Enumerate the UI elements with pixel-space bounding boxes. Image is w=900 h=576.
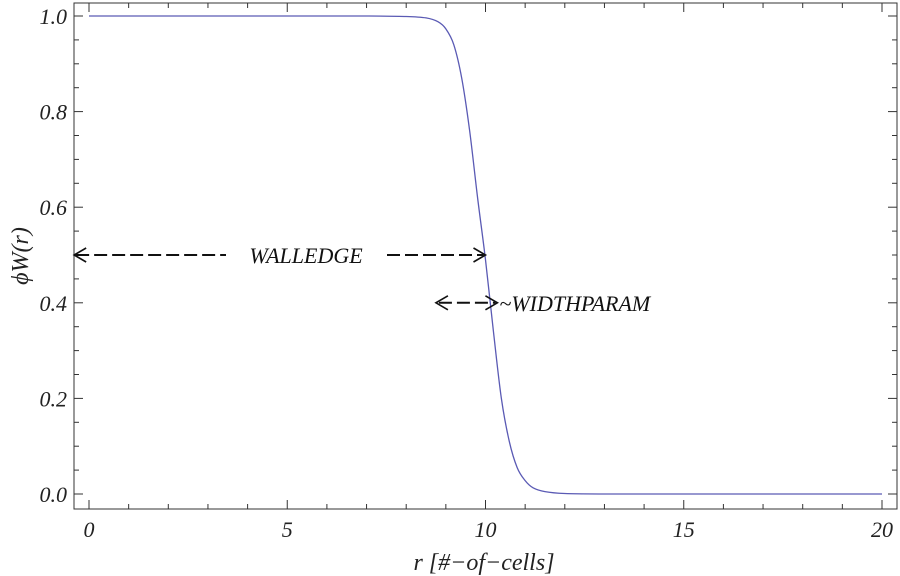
- series-line: [88, 15, 882, 495]
- x-tick-label: 5: [282, 517, 293, 542]
- tick-labels: 0 5 10 15 20 0.0 0.2 0.4 0.6 0.8 1.0: [40, 4, 894, 542]
- y-tick-label: 0.8: [40, 100, 68, 125]
- x-tick-label: 20: [871, 517, 893, 542]
- y-tick-label: 0.2: [40, 386, 68, 411]
- annotation-widthparam: ~WIDTHPARAM: [434, 291, 652, 316]
- x-tick-label: 0: [84, 517, 95, 542]
- y-tick-label: 1.0: [40, 4, 68, 29]
- annotation-label: ~WIDTHPARAM: [499, 291, 651, 316]
- y-tick-label: 0.6: [40, 195, 68, 220]
- x-axis-title: r [#−of−cells]: [413, 550, 554, 576]
- arrowhead-right: [473, 247, 488, 263]
- y-tick-label: 0.4: [40, 291, 68, 316]
- ticks: [74, 3, 897, 509]
- x-tick-label: 10: [475, 517, 497, 542]
- annotation-walledge: WALLEDGE: [72, 243, 488, 268]
- x-tick-label: 15: [673, 517, 695, 542]
- annotation-label: WALLEDGE: [249, 243, 363, 268]
- arrowhead-left: [72, 247, 87, 263]
- arrowhead-left: [434, 295, 449, 311]
- arrowhead-right: [485, 295, 500, 311]
- y-axis-title: ϕW(r): [8, 227, 34, 285]
- y-tick-label: 0.0: [40, 482, 68, 507]
